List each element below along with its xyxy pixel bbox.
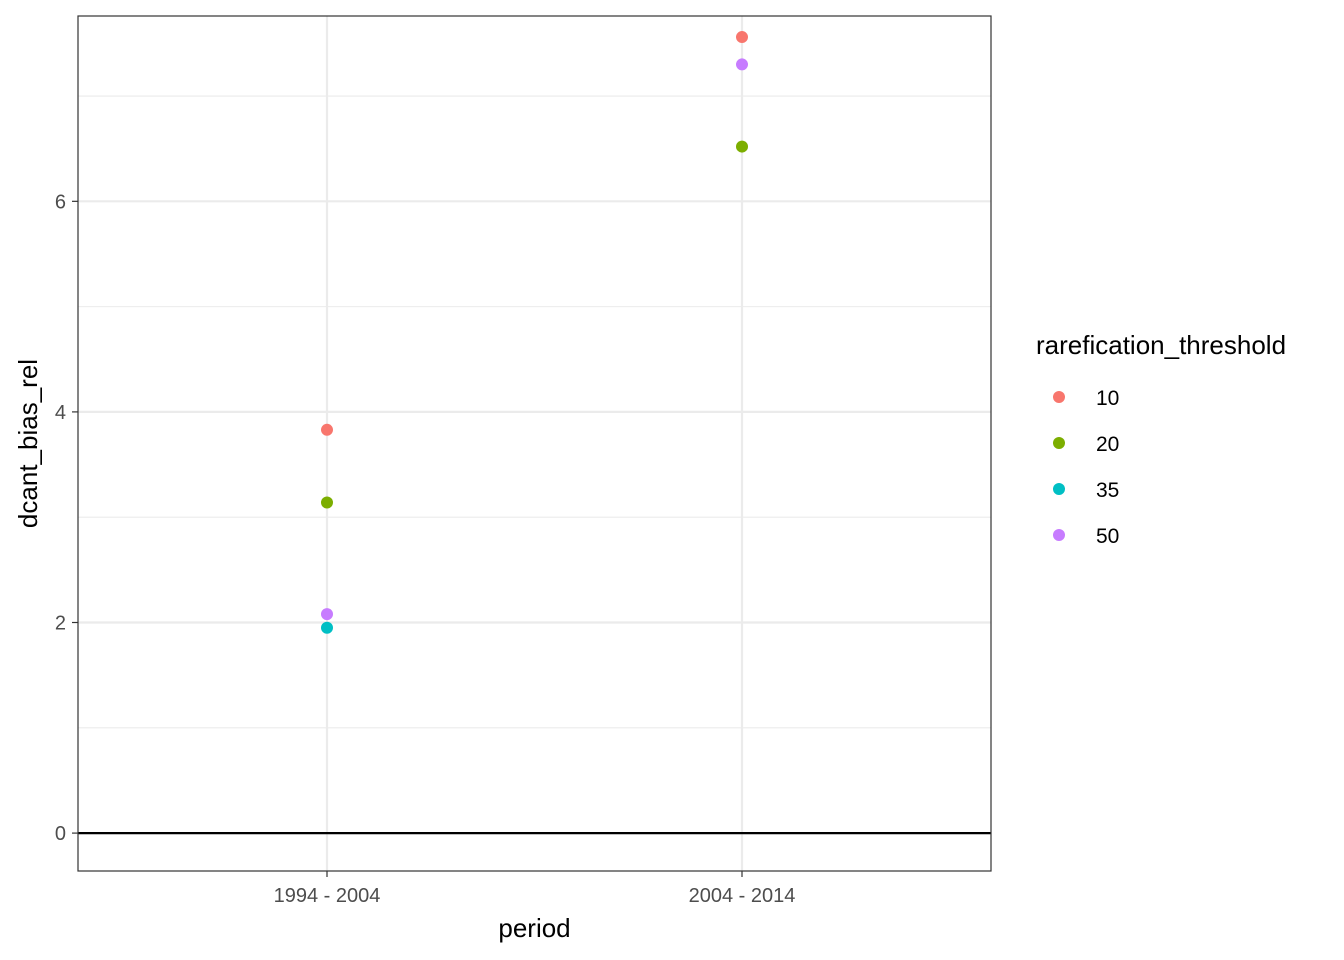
legend-key-20 bbox=[1053, 437, 1065, 449]
data-point-20 bbox=[736, 140, 748, 153]
legend-label-10: 10 bbox=[1096, 387, 1119, 410]
y-tick-label: 0 bbox=[55, 823, 66, 845]
legend-key-35 bbox=[1053, 483, 1065, 495]
y-axis-title: dcant_bias_rel bbox=[13, 359, 43, 528]
data-point-50 bbox=[321, 608, 333, 621]
y-tick-label: 4 bbox=[55, 402, 66, 424]
x-tick-label: 2004 - 2014 bbox=[689, 885, 796, 907]
data-point-20 bbox=[321, 496, 333, 509]
legend-title: rarefication_threshold bbox=[1036, 330, 1286, 360]
legend-key-10 bbox=[1053, 391, 1065, 403]
legend-label-20: 20 bbox=[1096, 433, 1119, 456]
y-tick-label: 6 bbox=[55, 191, 66, 213]
legend-key-50 bbox=[1053, 529, 1065, 541]
data-point-35 bbox=[321, 621, 333, 634]
legend: rarefication_threshold 10 20 35 50 bbox=[1036, 330, 1286, 548]
x-axis: 1994 - 2004 2004 - 2014 bbox=[274, 871, 796, 907]
legend-label-35: 35 bbox=[1096, 479, 1119, 502]
legend-label-50: 50 bbox=[1096, 525, 1119, 548]
data-points bbox=[321, 31, 748, 634]
data-point-10 bbox=[321, 423, 333, 436]
data-point-10 bbox=[736, 31, 748, 44]
x-axis-title: period bbox=[498, 913, 570, 943]
y-axis: 0 2 4 6 bbox=[55, 191, 78, 845]
panel-border bbox=[77, 15, 992, 872]
data-point-50 bbox=[736, 58, 748, 71]
minor-gridlines bbox=[78, 95, 991, 729]
x-tick-label: 1994 - 2004 bbox=[274, 885, 381, 907]
y-tick-label: 2 bbox=[55, 613, 66, 635]
